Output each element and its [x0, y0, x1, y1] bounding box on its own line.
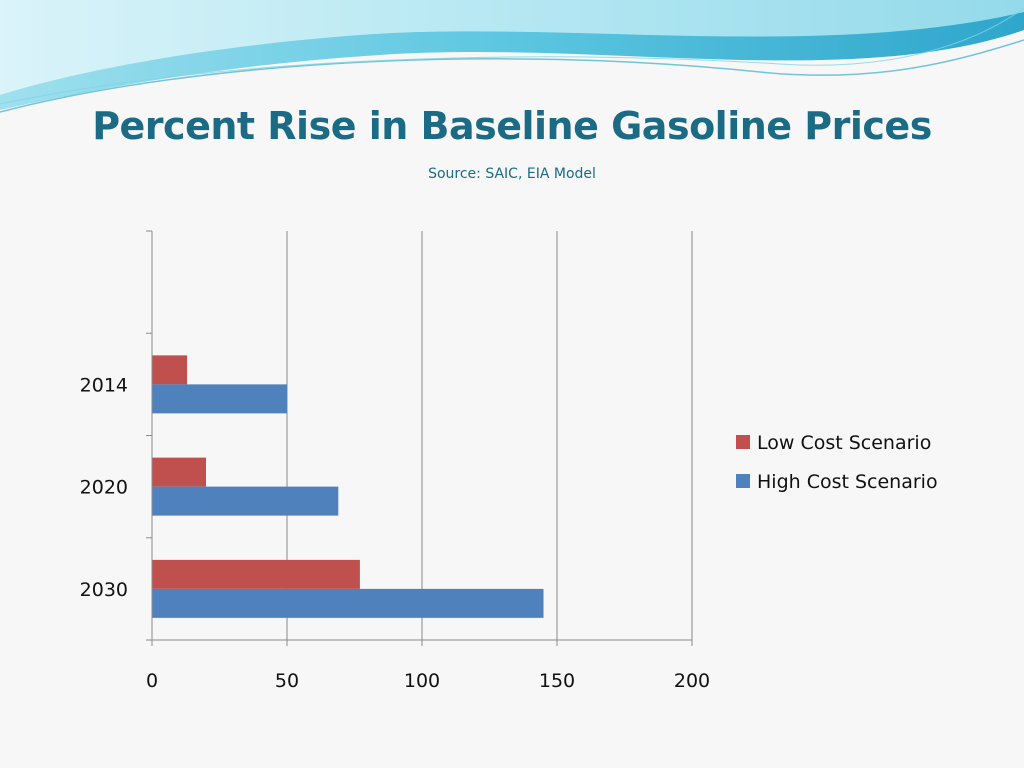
x-tick-label-0: 0 [146, 670, 158, 692]
bars-group [152, 355, 544, 618]
bar-2014-low [152, 355, 188, 385]
bar-2020-high [152, 486, 339, 516]
legend-label-high: High Cost Scenario [757, 471, 938, 493]
y-tick-label-2014: 2014 [80, 374, 128, 396]
legend: Low Cost Scenario High Cost Scenario [736, 432, 938, 493]
x-tick-label-50: 50 [275, 670, 299, 692]
x-tick-label-100: 100 [404, 670, 440, 692]
bar-2014-high [152, 384, 287, 414]
axes-group [146, 230, 693, 646]
bar-2030-high [152, 588, 544, 618]
header-wave-banner [0, 0, 1024, 113]
legend-label-low: Low Cost Scenario [757, 432, 931, 454]
legend-swatch-high [736, 474, 750, 488]
bar-2020-low [152, 457, 206, 487]
legend-swatch-low [736, 435, 750, 449]
x-tick-labels: 0 50 100 150 200 [146, 670, 710, 692]
y-tick-label-2030: 2030 [80, 579, 128, 601]
bar-2030-low [152, 559, 360, 589]
slide-title: Percent Rise in Baseline Gasoline Prices [92, 104, 932, 148]
y-tick-label-2020: 2020 [80, 477, 128, 499]
y-tick-labels: 2014 2020 2030 [80, 374, 128, 601]
slide-subtitle: Source: SAIC, EIA Model [428, 166, 596, 182]
x-tick-label-150: 150 [539, 670, 575, 692]
x-tick-label-200: 200 [674, 670, 710, 692]
